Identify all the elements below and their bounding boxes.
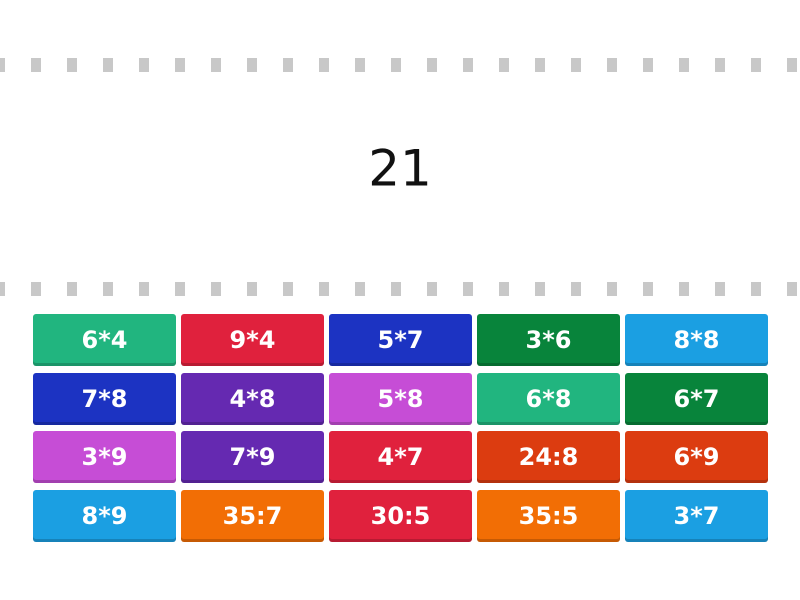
answer-tile[interactable]: 8*9 <box>33 489 176 542</box>
answer-tile[interactable]: 9*4 <box>181 314 324 366</box>
answer-tile[interactable]: 6*7 <box>625 372 768 425</box>
answer-tile[interactable]: 3*9 <box>33 431 176 483</box>
answer-tile[interactable]: 6*4 <box>33 314 176 366</box>
prompt: 21 <box>368 140 432 198</box>
answer-tile[interactable]: 4*7 <box>329 431 472 483</box>
answer-tile[interactable]: 8*8 <box>625 314 768 366</box>
answer-tile[interactable]: 7*9 <box>181 431 324 483</box>
answer-tile[interactable]: 30:5 <box>329 489 472 542</box>
answer-tile[interactable]: 5*7 <box>329 314 472 366</box>
answer-tile[interactable]: 3*6 <box>477 314 620 366</box>
answer-tile[interactable]: 3*7 <box>625 489 768 542</box>
answer-tile[interactable]: 6*8 <box>477 372 620 425</box>
answer-tile[interactable]: 35:7 <box>181 489 324 542</box>
answer-tile[interactable]: 5*8 <box>329 372 472 425</box>
answer-tile[interactable]: 35:5 <box>477 489 620 542</box>
answer-tile[interactable]: 4*8 <box>181 372 324 425</box>
answer-tile[interactable]: 6*9 <box>625 431 768 483</box>
answer-tile[interactable]: 24:8 <box>477 431 620 483</box>
answer-tile[interactable]: 7*8 <box>33 372 176 425</box>
